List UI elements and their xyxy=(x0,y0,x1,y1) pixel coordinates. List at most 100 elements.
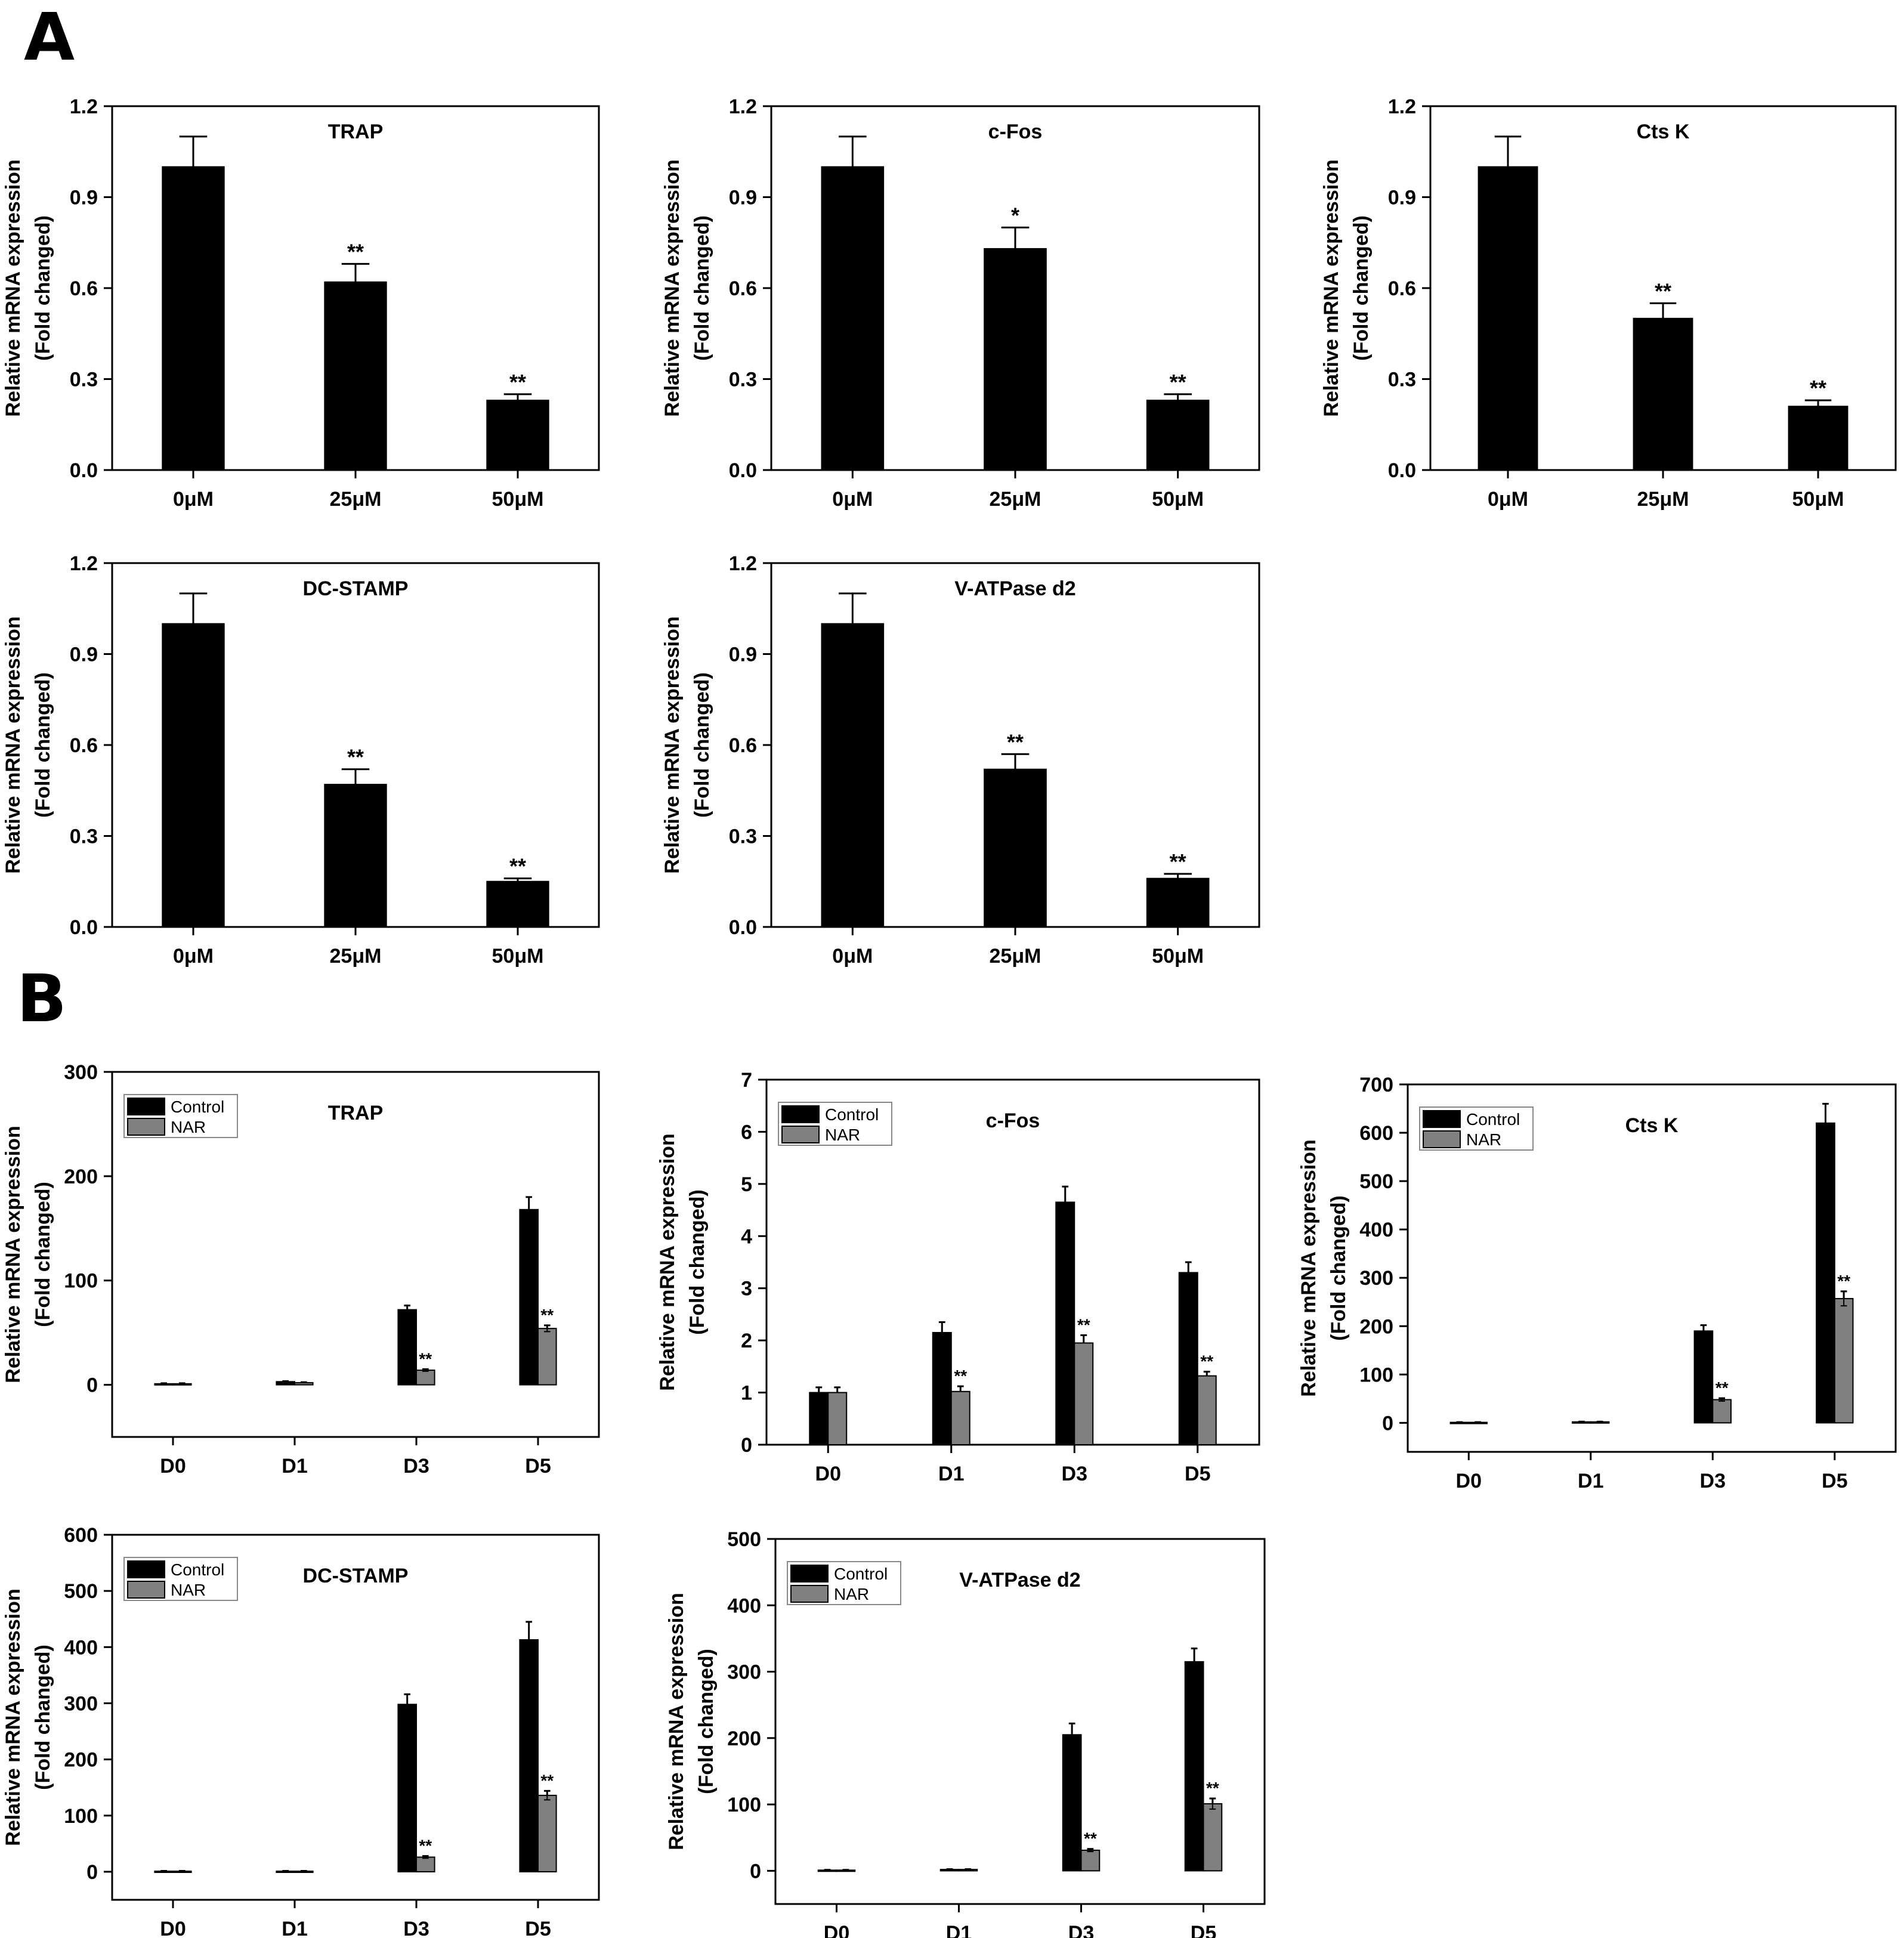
x-tick-label: D0 xyxy=(160,1455,186,1478)
chart-7: 0 100 200 300 400 500 600 700 Relative mRNA expr… xyxy=(1297,1074,1897,1492)
bar xyxy=(984,248,1047,471)
chart-title: c-Fos xyxy=(986,1109,1040,1132)
legend-swatch xyxy=(127,1098,165,1115)
y-tick-label: 400 xyxy=(727,1594,761,1617)
bar xyxy=(1834,1298,1854,1424)
y-tick-label: 600 xyxy=(1359,1122,1393,1145)
y-tick-label: 300 xyxy=(1359,1267,1393,1290)
significance-label: ** xyxy=(1077,1315,1090,1334)
x-tick-label: D3 xyxy=(1068,1922,1094,1938)
y-tick-label: 0.3 xyxy=(729,369,757,391)
legend-label: Control xyxy=(171,1098,224,1116)
bar xyxy=(1184,1661,1204,1872)
y-axis-label: Relative mRNA expression xyxy=(2,1126,24,1383)
bar xyxy=(162,623,225,928)
y-tick-label: 600 xyxy=(64,1524,98,1547)
significance-label: ** xyxy=(1007,730,1024,754)
panel-label-a: A xyxy=(24,0,75,75)
chart-title: V-ATPase d2 xyxy=(959,1569,1080,1591)
y-axis-label: (Fold changed) xyxy=(32,1182,54,1327)
y-axis-label: (Fold changed) xyxy=(32,672,54,818)
y-axis-label: Relative mRNA expression xyxy=(2,616,24,873)
y-tick-label: 0.6 xyxy=(729,277,757,300)
y-tick-label: 1 xyxy=(741,1382,752,1405)
significance-label: ** xyxy=(540,1306,554,1324)
significance-label: ** xyxy=(347,239,364,264)
y-axis-label: Relative mRNA expression xyxy=(661,616,684,873)
y-tick-label: 200 xyxy=(727,1727,761,1750)
bar xyxy=(1055,1201,1075,1445)
significance-label: ** xyxy=(954,1367,967,1385)
chart-8: 0 100 200 300 400 500 600 Relative mRNA express… xyxy=(2,1524,600,1938)
y-tick-label: 1.2 xyxy=(1388,95,1416,118)
legend-swatch xyxy=(127,1118,165,1136)
bar xyxy=(486,880,549,928)
significance-label: ** xyxy=(419,1349,432,1368)
y-tick-label: 500 xyxy=(64,1580,98,1603)
x-tick-label: 25μM xyxy=(330,945,382,968)
y-axis-label: (Fold changed) xyxy=(686,1189,709,1335)
y-tick-label: 0.9 xyxy=(1388,187,1416,209)
x-tick-label: 25μM xyxy=(990,945,1041,968)
y-tick-label: 3 xyxy=(741,1278,752,1300)
y-axis-label: (Fold changed) xyxy=(1327,1195,1350,1341)
y-tick-label: 0.3 xyxy=(70,369,98,391)
bar xyxy=(1203,1803,1223,1872)
x-tick-label: 0μM xyxy=(832,945,873,968)
significance-label: ** xyxy=(1084,1829,1097,1848)
bar xyxy=(1146,400,1210,471)
y-axis-label: Relative mRNA expression xyxy=(1297,1139,1320,1396)
legend-swatch xyxy=(127,1581,165,1599)
bar xyxy=(1816,1122,1835,1424)
bar xyxy=(537,1794,557,1872)
x-tick-label: D3 xyxy=(403,1918,429,1938)
x-tick-label: D0 xyxy=(160,1918,186,1938)
significance-label: ** xyxy=(540,1771,554,1789)
y-tick-label: 400 xyxy=(1359,1219,1393,1241)
chart-title: V-ATPase d2 xyxy=(954,577,1075,600)
x-tick-label: 50μM xyxy=(492,945,544,968)
x-tick-label: D0 xyxy=(824,1922,849,1938)
chart-2: 0.0 0.3 0.6 0.9 1.2 Relative mRNA expression (… xyxy=(1320,95,1897,511)
bar xyxy=(1693,1330,1714,1424)
y-tick-label: 0.0 xyxy=(70,459,98,482)
bar xyxy=(950,1390,970,1445)
bar xyxy=(324,281,387,471)
y-axis-label: (Fold changed) xyxy=(695,1649,718,1794)
y-tick-label: 200 xyxy=(64,1749,98,1772)
bar xyxy=(827,1392,848,1446)
significance-label: ** xyxy=(1170,849,1186,874)
legend-label: NAR xyxy=(171,1118,206,1136)
y-tick-label: 0 xyxy=(86,1374,98,1397)
y-tick-label: 0.6 xyxy=(70,277,98,300)
y-tick-label: 0.3 xyxy=(70,826,98,848)
x-tick-label: 25μM xyxy=(990,488,1041,511)
x-tick-label: 0μM xyxy=(173,945,214,968)
y-tick-label: 100 xyxy=(64,1805,98,1828)
legend-swatch xyxy=(1423,1130,1461,1148)
y-axis-label: (Fold changed) xyxy=(1350,215,1373,361)
bar xyxy=(162,166,225,471)
bar xyxy=(1197,1375,1217,1445)
x-tick-label: 25μM xyxy=(1637,488,1689,511)
x-tick-label: D5 xyxy=(525,1455,551,1478)
y-axis-label: (Fold changed) xyxy=(691,215,713,361)
legend-swatch xyxy=(781,1126,820,1143)
chart-4: 0.0 0.3 0.6 0.9 1.2 Relative mRNA expression (… xyxy=(661,552,1260,968)
chart-3: 0.0 0.3 0.6 0.9 1.2 Relative mRNA expression (… xyxy=(2,552,600,968)
legend-swatch xyxy=(1423,1110,1461,1128)
x-tick-label: D5 xyxy=(525,1918,551,1938)
bar xyxy=(276,1381,295,1386)
y-tick-label: 0.9 xyxy=(729,187,757,209)
y-tick-label: 0.9 xyxy=(70,644,98,666)
significance-label: ** xyxy=(1837,1272,1850,1290)
legend-swatch xyxy=(790,1585,829,1603)
y-tick-label: 0 xyxy=(741,1434,752,1457)
legend-label: Control xyxy=(1466,1110,1520,1129)
x-tick-label: D3 xyxy=(1700,1470,1726,1492)
y-tick-label: 0.0 xyxy=(70,916,98,939)
bar xyxy=(397,1704,418,1872)
significance-label: ** xyxy=(1655,279,1671,303)
x-tick-label: 25μM xyxy=(330,488,382,511)
